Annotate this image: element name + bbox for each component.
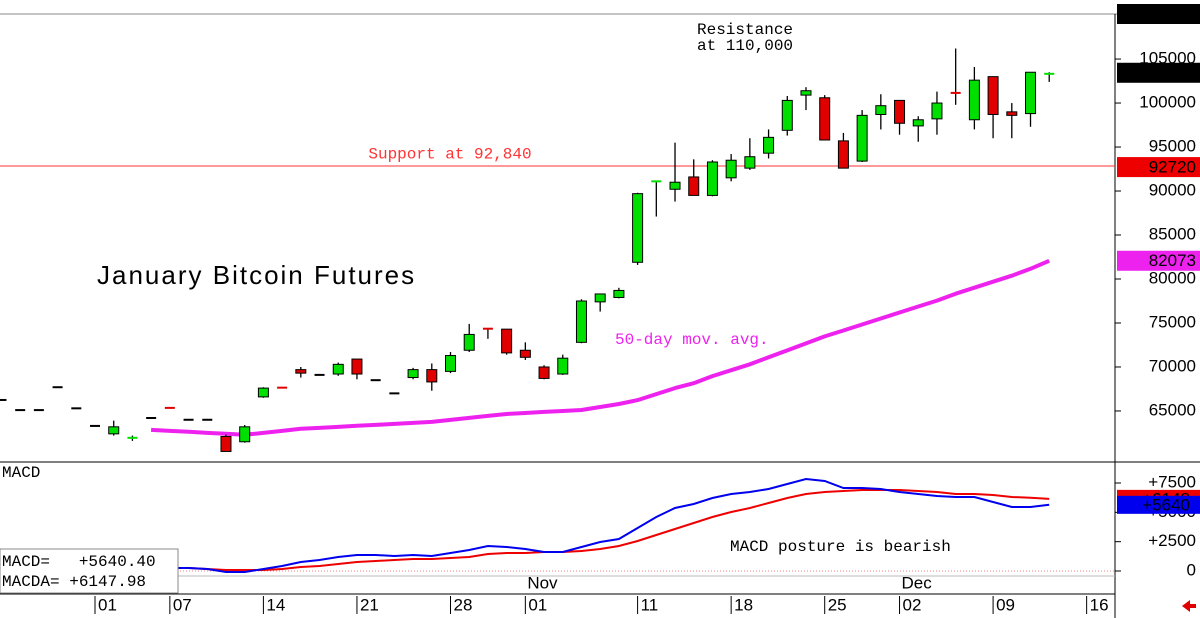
candle-body: [744, 156, 756, 169]
readout-box: [0, 548, 179, 594]
y-tick-label: 0: [1187, 560, 1196, 579]
candle-body: [781, 99, 793, 131]
candle-body: [1006, 111, 1018, 116]
month-label: Dec: [902, 573, 933, 592]
annotation: MACD posture is bearish: [730, 538, 951, 556]
x-tick-label: 01: [528, 595, 547, 614]
x-tick-label: 25: [828, 595, 847, 614]
candle-body: [594, 293, 606, 303]
candle-body: [351, 358, 363, 375]
support-label: Support at 92,840: [368, 145, 531, 163]
value-box-label: +5640: [1142, 495, 1190, 514]
candle-body: [239, 426, 251, 443]
candle-body: [706, 161, 718, 196]
candle-body: [257, 387, 269, 398]
y-tick-label: 90000: [1149, 181, 1196, 200]
candle-body: [837, 140, 849, 169]
candle-body: [557, 357, 569, 375]
candle-body: [856, 114, 868, 162]
value-box: [1117, 495, 1200, 514]
candle-body: [519, 349, 531, 358]
month-label: Nov: [527, 573, 558, 592]
candle-body: [295, 369, 307, 374]
candle-body: [332, 363, 344, 375]
candle-body: [220, 435, 232, 452]
candle-body: [426, 369, 438, 383]
candle-body: [501, 328, 513, 354]
price-box: [1117, 62, 1200, 83]
readout: MACDA= +6147.98: [2, 573, 146, 591]
candle-body: [688, 176, 700, 196]
price-box: [1117, 157, 1200, 178]
moving-average: [150, 258, 1050, 437]
y-tick-label: 100000: [1139, 93, 1196, 112]
candle-body: [108, 426, 120, 435]
candle-body: [931, 102, 943, 120]
x-tick-label: 02: [903, 595, 922, 614]
price-box: [1117, 250, 1200, 271]
candle-body: [669, 181, 681, 190]
x-tick-label: 21: [360, 595, 379, 614]
candle-body: [1025, 71, 1037, 115]
ma-label: 50-day mov. avg.: [615, 331, 769, 349]
y-tick-label: 95000: [1149, 137, 1196, 156]
readout: MACD= +5640.40: [2, 553, 156, 571]
y-tick-label: 75000: [1149, 312, 1196, 331]
x-tick-label: 14: [266, 595, 285, 614]
candle-body: [763, 136, 775, 154]
macd-line: [169, 477, 1050, 573]
annotation: at 110,000: [697, 37, 793, 55]
candle-body: [575, 300, 587, 343]
y-tick-label: +2500: [1148, 531, 1196, 550]
macd-line: [169, 489, 1050, 571]
x-tick-label: 09: [996, 595, 1015, 614]
candle-body: [632, 193, 644, 263]
y-tick-label: 85000: [1149, 224, 1196, 243]
candle-body: [894, 99, 906, 124]
x-tick-label: 28: [454, 595, 473, 614]
candle-body: [875, 105, 887, 115]
x-tick-label: 01: [98, 595, 117, 614]
candle-body: [613, 289, 625, 298]
x-tick-label: 18: [734, 595, 753, 614]
y-tick-label: 80000: [1149, 268, 1196, 287]
candle-body: [987, 76, 999, 115]
candle-body: [538, 366, 550, 379]
scroll-arrow: [1182, 600, 1196, 612]
x-tick-label: 07: [173, 595, 192, 614]
candle-body: [819, 97, 831, 141]
candle-body: [463, 333, 475, 351]
price-box: [1117, 4, 1200, 24]
x-tick-label: 11: [641, 595, 659, 614]
price-box-label: 82073: [1149, 251, 1196, 270]
candle-body: [725, 159, 737, 179]
price-box-label: 103440: [1139, 63, 1196, 82]
annotation: Resistance: [697, 21, 793, 39]
candle-body: [968, 79, 980, 121]
y-tick-label: 65000: [1149, 400, 1196, 419]
x-tick-label: 16: [1090, 595, 1109, 614]
macd-title: MACD: [2, 464, 40, 482]
price-box-label: 92720: [1149, 158, 1196, 177]
y-tick-label: +7500: [1148, 472, 1196, 491]
price-box-label: 110120: [1141, 4, 1196, 23]
candle-body: [445, 355, 456, 372]
candle-body: [912, 119, 924, 127]
candle-body: [407, 369, 419, 379]
chart-title: January Bitcoin Futures: [97, 260, 416, 290]
y-tick-label: 70000: [1149, 356, 1196, 375]
candle-body: [800, 90, 812, 96]
